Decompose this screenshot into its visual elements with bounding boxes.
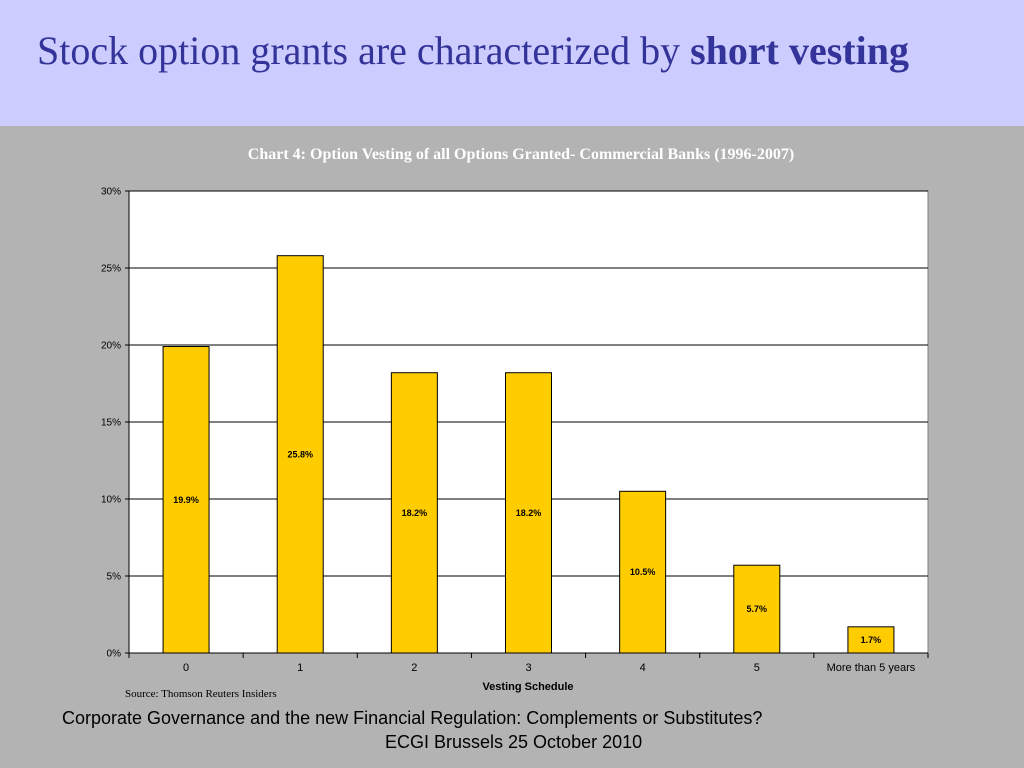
- y-tick-label: 10%: [101, 495, 121, 506]
- x-tick-label: 4: [640, 662, 646, 674]
- bar: [162, 346, 210, 654]
- data-label: 25.8%: [287, 449, 313, 459]
- data-label: 10.5%: [630, 567, 656, 577]
- y-tick-label: 15%: [101, 418, 121, 429]
- x-tick-label: 0: [183, 662, 189, 674]
- bar-chart: 0% 5% 10% 15% 20% 25% 30% 19.9% 25.8% 18.2% 18.2%…: [101, 187, 929, 693]
- data-label: 19.9%: [173, 495, 199, 505]
- y-tick-label: 30%: [101, 187, 121, 198]
- bar: [505, 372, 552, 654]
- footer-conference-title: Corporate Governance and the new Financi…: [62, 708, 763, 728]
- bar: [619, 490, 667, 654]
- data-label: 18.2%: [516, 508, 542, 518]
- x-tick-label: 1: [297, 662, 303, 674]
- y-tick-label: 20%: [101, 341, 121, 352]
- x-tick-label: 3: [525, 662, 531, 674]
- chart-title: Chart 4: Option Vesting of all Options G…: [247, 146, 795, 163]
- data-label: 18.2%: [402, 508, 428, 518]
- x-tick-label: 2: [411, 662, 417, 674]
- x-axis-title: Vesting Schedule: [482, 681, 573, 693]
- slide-title: Stock option grants are characterized by…: [37, 27, 909, 74]
- footer-event: ECGI Brussels 25 October 2010: [385, 732, 643, 752]
- bar: [390, 372, 438, 654]
- y-tick-label: 25%: [101, 264, 121, 275]
- y-tick-label: 5%: [107, 572, 122, 583]
- slide-title-bold: short vesting: [690, 28, 909, 73]
- bars: 19.9% 25.8% 18.2% 18.2% 10.5% 5.7% 1.7%: [162, 255, 895, 654]
- bar: [733, 564, 781, 654]
- x-tick-label: More than 5 years: [827, 662, 916, 674]
- bar: [847, 626, 895, 654]
- x-axis: 0 1 2 3 4 5 More than 5 years: [128, 652, 929, 674]
- title-banner: [0, 0, 1024, 126]
- data-label: 5.7%: [747, 604, 768, 614]
- x-tick-label: 5: [754, 662, 760, 674]
- y-tick-label: 0%: [107, 649, 122, 660]
- slide-title-normal: Stock option grants are characterized by: [37, 28, 691, 73]
- y-axis: 0% 5% 10% 15% 20% 25% 30%: [101, 187, 130, 660]
- data-label: 1.7%: [861, 635, 882, 645]
- source-note: Source: Thomson Reuters Insiders: [125, 688, 277, 700]
